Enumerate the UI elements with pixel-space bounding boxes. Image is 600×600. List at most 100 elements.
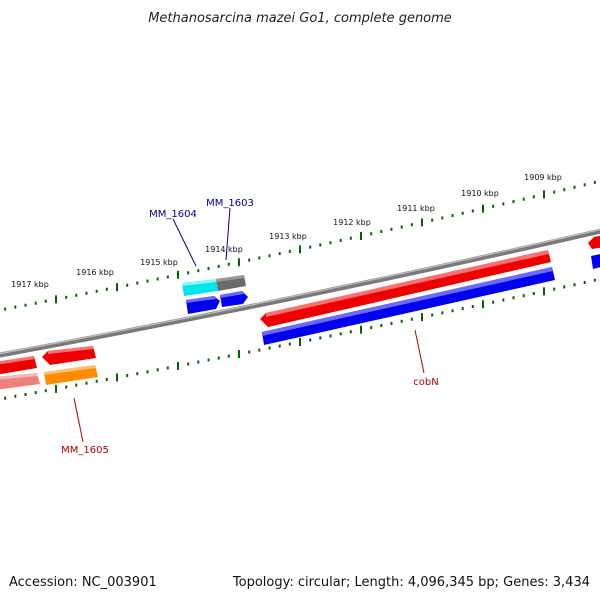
minor-tick [492, 204, 495, 208]
tick-label: 1916 kbp [76, 268, 114, 277]
major-tick [482, 300, 484, 309]
feature-mm1604-trna[interactable] [182, 279, 218, 296]
genome-backbone [0, 228, 600, 358]
minor-tick [75, 383, 78, 387]
gene-label-mm1604[interactable]: MM_1604 [149, 209, 197, 220]
minor-tick [309, 245, 312, 249]
feature-mm1604[interactable] [186, 296, 220, 314]
minor-tick [227, 262, 230, 266]
minor-tick [441, 216, 444, 220]
feature-mm1603[interactable] [220, 291, 248, 307]
minor-tick [583, 183, 586, 187]
major-tick [421, 313, 423, 322]
major-tick [360, 325, 362, 334]
feature-right-reverse[interactable] [591, 253, 600, 269]
minor-tick [532, 195, 535, 199]
minor-tick [451, 214, 454, 218]
minor-tick [583, 281, 586, 284]
minor-tick [573, 283, 576, 287]
minor-tick [197, 269, 200, 273]
major-tick [55, 384, 57, 393]
major-tick [116, 373, 118, 382]
minor-tick [227, 354, 230, 358]
inner-tick-row [4, 278, 596, 400]
tick-label: 1914 kbp [205, 245, 243, 254]
feature-cobn-forward[interactable] [260, 250, 551, 327]
minor-tick [502, 298, 505, 302]
tick-labels: 1917 kbp 1916 kbp 1915 kbp 1914 kbp 1913… [11, 173, 562, 289]
minor-tick [248, 258, 251, 262]
minor-tick [410, 317, 413, 321]
minor-tick [166, 366, 169, 370]
leader-line-mm1604 [172, 218, 197, 267]
minor-tick [512, 296, 515, 300]
minor-tick [390, 227, 393, 231]
minor-tick [207, 267, 210, 271]
major-tick [299, 338, 301, 346]
minor-tick [471, 305, 474, 308]
minor-tick [522, 294, 525, 298]
gene-label-mm1605[interactable]: MM_1605 [61, 445, 109, 456]
minor-tick [278, 252, 281, 256]
minor-tick [278, 344, 281, 348]
major-tick [421, 218, 423, 227]
feature-mm1605-forward[interactable] [42, 346, 96, 365]
minor-tick [4, 307, 7, 311]
minor-tick [207, 358, 210, 362]
minor-tick [319, 336, 322, 340]
feature-left-pseudo[interactable] [0, 373, 40, 390]
minor-tick [410, 223, 413, 227]
minor-tick [34, 301, 37, 305]
tick-label: 1917 kbp [11, 280, 49, 289]
tick-label: 1911 kbp [397, 204, 435, 213]
minor-tick [573, 185, 576, 189]
gene-label-cobn[interactable]: cobN [413, 377, 438, 388]
feature-mm1605[interactable] [44, 365, 98, 385]
tick-label: 1915 kbp [140, 258, 178, 267]
minor-tick [329, 334, 332, 338]
feature-left-forward-a[interactable] [0, 356, 37, 375]
major-tick [238, 258, 240, 267]
minor-tick [593, 278, 596, 282]
minor-tick [390, 321, 393, 325]
minor-tick [187, 362, 190, 366]
minor-tick [370, 232, 373, 236]
tick-label: 1909 kbp [524, 173, 562, 182]
minor-tick [268, 346, 271, 350]
major-tick [177, 361, 179, 370]
major-tick [299, 245, 301, 254]
minor-tick [339, 332, 342, 336]
minor-tick [105, 287, 108, 291]
genome-backbone-highlight [0, 229, 600, 355]
minor-tick [44, 389, 47, 393]
minor-tick [126, 283, 129, 287]
minor-tick [14, 305, 17, 309]
feature-right-forward[interactable] [588, 235, 600, 249]
minor-tick [502, 202, 505, 206]
minor-tick [441, 311, 444, 315]
minor-tick [258, 256, 261, 260]
minor-tick [532, 292, 535, 295]
feature-cobn[interactable] [262, 267, 555, 345]
minor-tick [156, 277, 159, 281]
major-tick [116, 283, 118, 292]
minor-tick [553, 287, 556, 291]
minor-tick [329, 241, 332, 245]
minor-tick [34, 391, 37, 395]
major-tick [177, 270, 179, 279]
leader-line-mm1603 [225, 207, 231, 261]
map-title: Methanosarcina mazei Go1, complete genom… [148, 11, 452, 26]
minor-tick [339, 238, 342, 242]
leader-line-mm1605 [73, 397, 84, 443]
tick-label: 1913 kbp [269, 232, 307, 241]
minor-tick [136, 372, 139, 376]
feature-mm1603-misc[interactable] [216, 275, 246, 291]
minor-tick [187, 271, 190, 275]
minor-tick [492, 300, 495, 304]
gene-label-mm1603[interactable]: MM_1603 [206, 198, 254, 209]
minor-tick [95, 379, 98, 383]
minor-tick [85, 291, 88, 295]
minor-tick [126, 374, 129, 378]
minor-tick [197, 360, 200, 364]
